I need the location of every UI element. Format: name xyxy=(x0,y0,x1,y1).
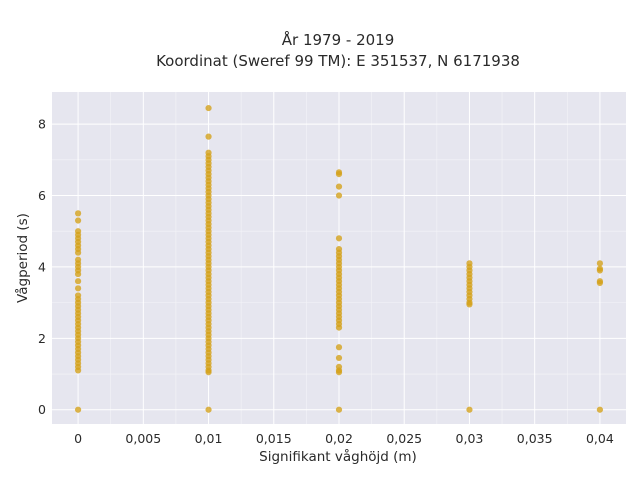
data-point xyxy=(74,278,82,285)
data-point xyxy=(335,192,343,199)
data-point xyxy=(205,104,212,112)
data-point xyxy=(335,363,343,370)
data-point xyxy=(596,260,604,267)
x-tick-label: 0,04 xyxy=(586,431,614,446)
data-point xyxy=(74,406,82,413)
chart-title-line2: Koordinat (Sweref 99 TM): E 351537, N 61… xyxy=(156,52,520,70)
data-point xyxy=(74,210,82,217)
y-tick-label: 0 xyxy=(38,402,46,417)
data-point xyxy=(335,344,343,351)
data-point xyxy=(466,260,473,267)
data-point xyxy=(335,354,343,362)
data-point xyxy=(335,183,343,190)
y-tick-label: 8 xyxy=(38,117,46,132)
data-point xyxy=(205,133,212,140)
data-point xyxy=(335,406,343,413)
y-tick-label: 4 xyxy=(38,259,46,274)
y-axis-label: Vågperiod (s) xyxy=(14,213,31,303)
x-axis-label: Signifikant våghöjd (m) xyxy=(259,448,417,465)
x-tick-label: 0,03 xyxy=(456,431,484,446)
x-tick-label: 0 xyxy=(74,431,82,446)
chart-title-line1: År 1979 - 2019 xyxy=(282,30,395,49)
y-tick-label: 2 xyxy=(38,331,46,346)
x-tick-label: 0,035 xyxy=(517,431,553,446)
y-tick-label: 6 xyxy=(38,188,46,203)
x-tick-label: 0,015 xyxy=(256,431,292,446)
data-point xyxy=(74,217,82,224)
data-point xyxy=(335,169,343,176)
data-point xyxy=(74,285,82,292)
data-point xyxy=(74,292,82,299)
data-point xyxy=(596,406,604,413)
x-axis-ticks: 0 0,005 0,01 0,015 0,02 0,025 0,03 0,035 0,04 xyxy=(74,431,614,446)
data-point xyxy=(596,278,604,285)
data-point xyxy=(74,228,82,235)
data-points xyxy=(74,104,604,413)
data-point xyxy=(205,406,212,413)
data-point xyxy=(466,406,473,413)
x-tick-label: 0,025 xyxy=(386,431,422,446)
data-point xyxy=(74,256,82,263)
data-point xyxy=(205,149,212,156)
data-point xyxy=(335,235,343,242)
x-tick-label: 0,01 xyxy=(195,431,223,446)
data-point xyxy=(335,245,343,253)
x-tick-label: 0,02 xyxy=(325,431,353,446)
x-tick-label: 0,005 xyxy=(125,431,161,446)
data-point xyxy=(596,265,604,272)
y-axis-ticks: 0 2 4 6 8 xyxy=(38,117,46,418)
